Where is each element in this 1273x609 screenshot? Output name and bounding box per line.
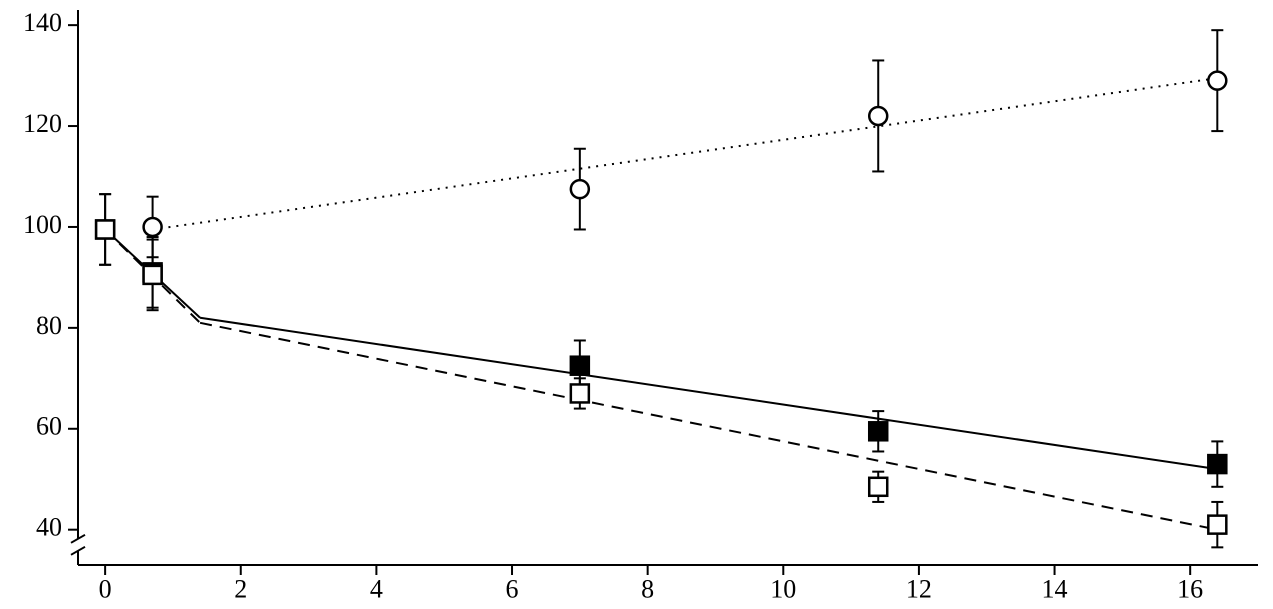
- x-tick-label: 2: [234, 574, 247, 603]
- marker-square: [869, 478, 887, 496]
- y-tick-label: 140: [23, 8, 62, 37]
- x-tick-label: 14: [1042, 574, 1068, 603]
- x-tick-label: 0: [99, 574, 112, 603]
- marker-square: [1208, 516, 1226, 534]
- y-tick-label: 60: [36, 412, 62, 441]
- y-tick-label: 120: [23, 109, 62, 138]
- chart-container: 40 60 80 100 120 140 0 2 4 6 8 10 12 14 16: [0, 0, 1273, 609]
- marker-circle: [1208, 72, 1226, 90]
- x-tick-label: 16: [1177, 574, 1203, 603]
- marker-square: [1208, 455, 1226, 473]
- marker-circle: [144, 218, 162, 236]
- marker-square: [571, 384, 589, 402]
- marker-circle: [571, 180, 589, 198]
- x-tick-label: 4: [370, 574, 383, 603]
- y-tick-label: 40: [36, 513, 62, 542]
- x-tick-label: 6: [506, 574, 519, 603]
- marker-square: [571, 357, 589, 375]
- y-tick-label: 100: [23, 210, 62, 239]
- x-tick-label: 10: [770, 574, 796, 603]
- marker-square: [96, 220, 114, 238]
- y-tick-label: 80: [36, 311, 62, 340]
- marker-square: [144, 266, 162, 284]
- x-tick-label: 12: [906, 574, 932, 603]
- x-tick-label: 8: [641, 574, 654, 603]
- chart-svg: 40 60 80 100 120 140 0 2 4 6 8 10 12 14 16: [0, 0, 1273, 609]
- marker-square: [869, 422, 887, 440]
- marker-circle: [869, 107, 887, 125]
